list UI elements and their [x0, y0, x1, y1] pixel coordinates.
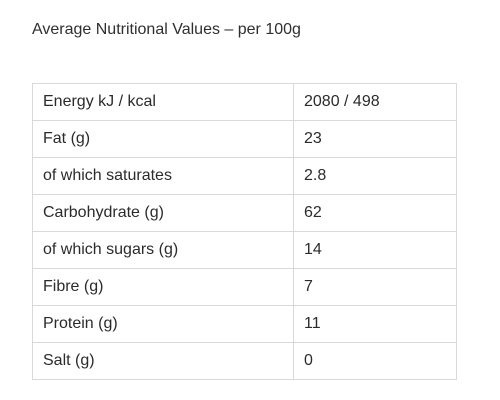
table-heading: Average Nutritional Values – per 100g — [32, 21, 301, 38]
nutrition-table: Energy kJ / kcal 2080 / 498 Fat (g) 23 o… — [32, 83, 457, 380]
table-row-sugars: of which sugars (g) 14 — [32, 231, 457, 269]
row-label: Salt (g) — [32, 342, 294, 380]
row-value: 0 — [293, 342, 457, 380]
row-label: Protein (g) — [32, 305, 294, 343]
table-row-fat: Fat (g) 23 — [32, 120, 457, 158]
table-row-salt: Salt (g) 0 — [32, 342, 457, 380]
row-value: 62 — [293, 194, 457, 232]
row-label: Carbohydrate (g) — [32, 194, 294, 232]
row-value: 11 — [293, 305, 457, 343]
row-value: 14 — [293, 231, 457, 269]
table-row-saturates: of which saturates 2.8 — [32, 157, 457, 195]
row-label: of which sugars (g) — [32, 231, 294, 269]
table-row-fibre: Fibre (g) 7 — [32, 268, 457, 306]
row-value: 23 — [293, 120, 457, 158]
row-label: Energy kJ / kcal — [32, 83, 294, 121]
table-row-carbohydrate: Carbohydrate (g) 62 — [32, 194, 457, 232]
row-value: 7 — [293, 268, 457, 306]
nutrition-table-body: Energy kJ / kcal 2080 / 498 Fat (g) 23 o… — [32, 83, 457, 380]
row-label: of which saturates — [32, 157, 294, 195]
table-row-energy: Energy kJ / kcal 2080 / 498 — [32, 83, 457, 121]
row-label: Fat (g) — [32, 120, 294, 158]
table-row-protein: Protein (g) 11 — [32, 305, 457, 343]
row-value: 2080 / 498 — [293, 83, 457, 121]
row-value: 2.8 — [293, 157, 457, 195]
row-label: Fibre (g) — [32, 268, 294, 306]
